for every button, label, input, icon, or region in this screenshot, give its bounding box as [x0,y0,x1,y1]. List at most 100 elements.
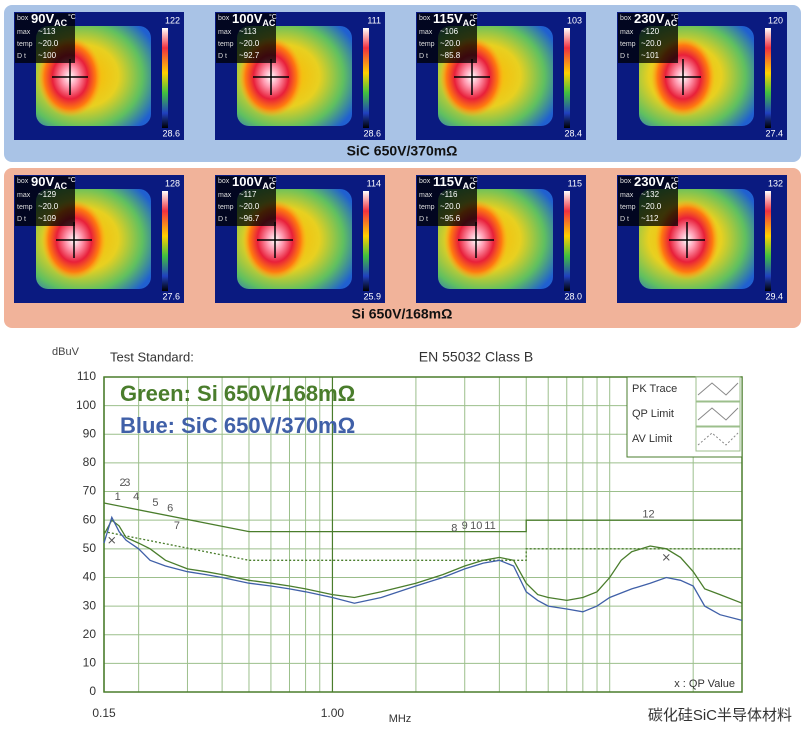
box-label: box [218,178,230,185]
color-scale [564,28,570,128]
sic-panel [4,5,801,162]
y-tick-label: 0 [89,684,96,698]
x-tick-label: 1.00 [321,706,345,720]
si-panel [4,168,801,328]
dt-label: D t [419,53,428,60]
max-value: ~106 [440,27,459,36]
scale-min: 28.0 [564,291,582,301]
scale-min: 27.6 [162,291,180,301]
scale-max: 111 [367,15,381,25]
y-tick-label: 60 [83,512,97,526]
unit: °C [68,13,76,21]
group-caption: Si 650V/168mΩ [352,306,453,322]
max-label: max [17,29,31,36]
temp-value: ~20.0 [239,202,260,211]
max-value: ~132 [641,190,660,199]
box-label: box [620,178,632,185]
max-label: max [620,192,634,199]
ac-sub: AC [463,181,476,191]
qp-x [108,536,116,544]
dt-label: D t [218,216,227,223]
temp-label: temp [218,41,234,48]
scale-min: 28.4 [564,128,582,138]
scale-max: 120 [768,15,783,25]
scale-min: 27.4 [765,128,783,138]
peak-label: 4 [133,491,139,503]
max-label: max [620,29,634,36]
color-scale [363,28,369,128]
max-label: max [17,192,31,199]
color-scale [162,28,168,128]
qp-marker [662,554,670,561]
temp-label: temp [218,204,234,211]
label-bg [417,176,477,226]
voltage-value: 100V [232,174,263,189]
temp-label: temp [17,204,33,211]
ac-sub: AC [664,18,677,28]
trace-legend-swatch [695,426,741,452]
limit-line [103,502,742,533]
y-tick-label: 40 [83,570,97,584]
trace-legend-swatch [695,401,741,427]
peak-label: 7 [174,520,180,532]
y-tick-label: 110 [77,369,96,383]
voltage: 100VAC [232,11,276,28]
temp-label: temp [620,204,636,211]
voltage-value: 230V [634,11,665,26]
scale-max: 132 [768,178,783,188]
y-tick-label: 100 [76,398,96,412]
peak-label: 3 [124,477,130,489]
y-tick-label: 50 [83,541,97,555]
temp-value: ~20.0 [239,39,260,48]
voltage-value: 115V [433,174,463,189]
y-tick-label: 90 [83,426,97,440]
dt-value: ~95.6 [440,214,461,223]
box-label: box [218,15,230,22]
scale-max: 122 [165,15,180,25]
box-label: box [17,178,29,185]
voltage: 230VAC [634,11,678,28]
max-value: ~129 [38,190,57,199]
max-label: max [419,192,433,199]
color-scale [162,191,168,291]
voltage: 100VAC [232,174,276,191]
qp-marker [108,536,116,544]
trace [103,515,743,622]
temp-label: temp [620,41,636,48]
temp-label: temp [419,41,435,48]
voltage-value: 115V [433,11,463,26]
max-label: max [218,29,232,36]
voltage: 90VAC [31,11,68,28]
temp-label: temp [17,41,33,48]
dt-label: D t [17,53,26,60]
temp-value: ~20.0 [38,202,59,211]
scale-min: 28.6 [363,128,381,138]
limit-line [103,530,742,561]
unit: °C [68,176,76,184]
group-caption: SiC 650V/370mΩ [347,143,458,159]
peak-label: 9 [462,520,468,532]
unit: °C [269,13,277,21]
peak-label: 11 [484,520,495,532]
peak-label: 2 [119,477,125,489]
dt-label: D t [17,216,26,223]
voltage: 90VAC [31,174,68,191]
ac-sub: AC [664,181,677,191]
trace-legend-swatch [695,376,741,402]
peak-label: 5 [152,497,158,509]
box-label: box [17,15,29,22]
max-label: max [218,192,232,199]
dt-value: ~101 [641,51,660,60]
x-axis-label: MHz [389,713,412,725]
dt-value: ~85.8 [440,51,461,60]
trace-legend-line [697,382,739,396]
temp-value: ~20.0 [38,39,59,48]
color-scale [564,191,570,291]
label-bg [417,13,477,63]
voltage-value: 100V [232,11,263,26]
x-tick-label: 0.15 [92,706,116,720]
label-bg [618,13,678,63]
ac-sub: AC [262,18,275,28]
